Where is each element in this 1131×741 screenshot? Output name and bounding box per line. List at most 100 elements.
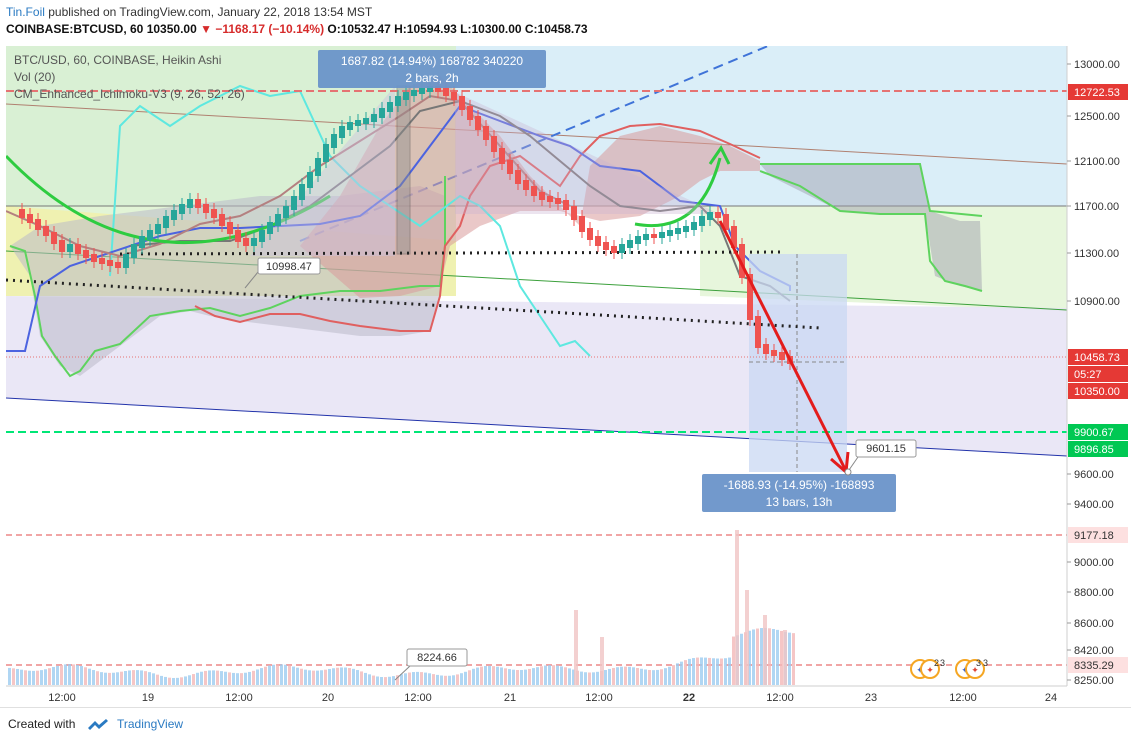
time-tick-label: 12:00 <box>766 692 794 704</box>
last-price: 10350.00 <box>146 22 197 36</box>
volume-bar <box>272 664 275 685</box>
volume-bar <box>84 667 87 685</box>
candle <box>179 204 185 214</box>
candle <box>475 116 481 130</box>
volume-group <box>8 530 795 685</box>
volume-bar <box>780 630 783 685</box>
volume-bar <box>200 671 203 685</box>
candle <box>107 260 113 266</box>
candle <box>707 212 713 220</box>
volume-bar <box>228 672 231 685</box>
volume-bar <box>452 675 455 685</box>
volume-bar <box>680 661 683 685</box>
candle <box>163 216 169 228</box>
volume-bar <box>632 667 635 685</box>
price-label-text: 10458.73 <box>1074 352 1120 364</box>
candle <box>91 254 97 262</box>
volume-bar <box>20 669 23 685</box>
event-count-1: 2 <box>934 658 939 668</box>
published-text: published on TradingView.com, January 22… <box>44 5 373 19</box>
candle <box>595 236 601 246</box>
symbol-label[interactable]: COINBASE:BTCUSD, 60 <box>6 22 144 36</box>
author-link[interactable]: Tin.Foil <box>6 5 45 19</box>
candle <box>443 88 449 96</box>
volume-bar <box>604 669 607 685</box>
volume-bar <box>616 667 619 685</box>
svg-text:✦: ✦ <box>926 665 934 675</box>
price-tick-label: 8600.00 <box>1074 618 1114 630</box>
candle <box>299 184 305 200</box>
candle <box>507 160 513 174</box>
event-badge-2[interactable]: ✦ ✦ 3 3 <box>955 658 988 679</box>
volume-bar <box>280 664 283 685</box>
price-tick-label: 8250.00 <box>1074 675 1114 687</box>
candle <box>131 244 137 258</box>
candle <box>27 214 33 223</box>
volume-bar <box>304 669 307 685</box>
volume-bar <box>160 675 163 685</box>
ichimoku-cloud-mid <box>300 76 760 298</box>
volume-bar <box>544 665 547 685</box>
volume-bar <box>116 672 119 685</box>
candle <box>395 96 401 106</box>
volume-bar <box>376 676 379 685</box>
ichimoku-kumo-red <box>194 122 761 332</box>
candle <box>203 204 209 213</box>
price-axis[interactable]: 13000.00 12500.00 12100.00 11700.00 11300.00… <box>1066 46 1131 687</box>
time-tick-label: 23 <box>865 692 877 704</box>
event-count-4: 3 <box>983 658 988 668</box>
time-tick-label: 24 <box>1045 692 1057 704</box>
volume-bar <box>512 669 515 685</box>
svg-text:✦: ✦ <box>971 665 979 675</box>
volume-bar <box>592 672 595 685</box>
candle <box>267 222 273 234</box>
measure-box-down <box>749 254 847 472</box>
candle <box>51 232 57 244</box>
price-note-9601-text: 9601.15 <box>866 443 906 455</box>
measure-box-up <box>396 85 411 255</box>
candle <box>387 102 393 112</box>
candle <box>755 316 761 348</box>
candle <box>339 126 345 138</box>
volume-bar <box>720 658 723 685</box>
volume-bar <box>8 667 11 685</box>
volume-bar <box>352 668 355 685</box>
event-count-2: 3 <box>940 658 945 668</box>
time-axis[interactable]: 12:00 19 12:00 20 12:00 21 12:00 22 12:00 23 12:00… <box>6 685 1067 707</box>
volume-bar <box>384 677 387 685</box>
chart-canvas[interactable]: 1687.82 (14.94%) 168782 340220 2 bars, 2… <box>0 46 1131 707</box>
candle <box>459 96 465 110</box>
candle <box>731 226 737 248</box>
volume-bar <box>276 664 279 685</box>
volume-bar <box>388 676 391 685</box>
candle <box>427 86 433 92</box>
created-with-label: Created with <box>8 717 76 731</box>
price-label-text: 12722.53 <box>1074 87 1120 99</box>
event-badge-1[interactable]: ✦ ✦ 2 3 <box>910 658 945 679</box>
volume-bar <box>724 658 727 685</box>
candle <box>259 230 265 242</box>
candle <box>59 240 65 252</box>
volume-bar <box>348 667 351 685</box>
candle <box>411 90 417 96</box>
event-count-3: 3 <box>976 658 981 668</box>
volume-bar <box>296 667 299 685</box>
candle <box>99 258 105 264</box>
candle <box>651 234 657 238</box>
price-label-box <box>1068 84 1128 100</box>
candle <box>363 118 369 124</box>
volume-bar <box>64 664 67 685</box>
volume-bar <box>648 669 651 685</box>
volume-bar <box>500 667 503 685</box>
volume-bar <box>440 675 443 685</box>
volume-bar <box>260 668 263 685</box>
volume-bar <box>620 666 623 685</box>
ohlc-values: O:10532.47 H:10594.93 L:10300.00 C:10458… <box>327 22 588 36</box>
ichimoku-kumo-green <box>9 176 446 378</box>
candle <box>523 180 529 190</box>
tradingview-link[interactable]: TradingView <box>117 717 184 731</box>
volume-bar <box>464 671 467 685</box>
price-tick-label: 11300.00 <box>1074 248 1119 260</box>
candle <box>331 134 337 148</box>
volume-bar <box>184 676 187 685</box>
